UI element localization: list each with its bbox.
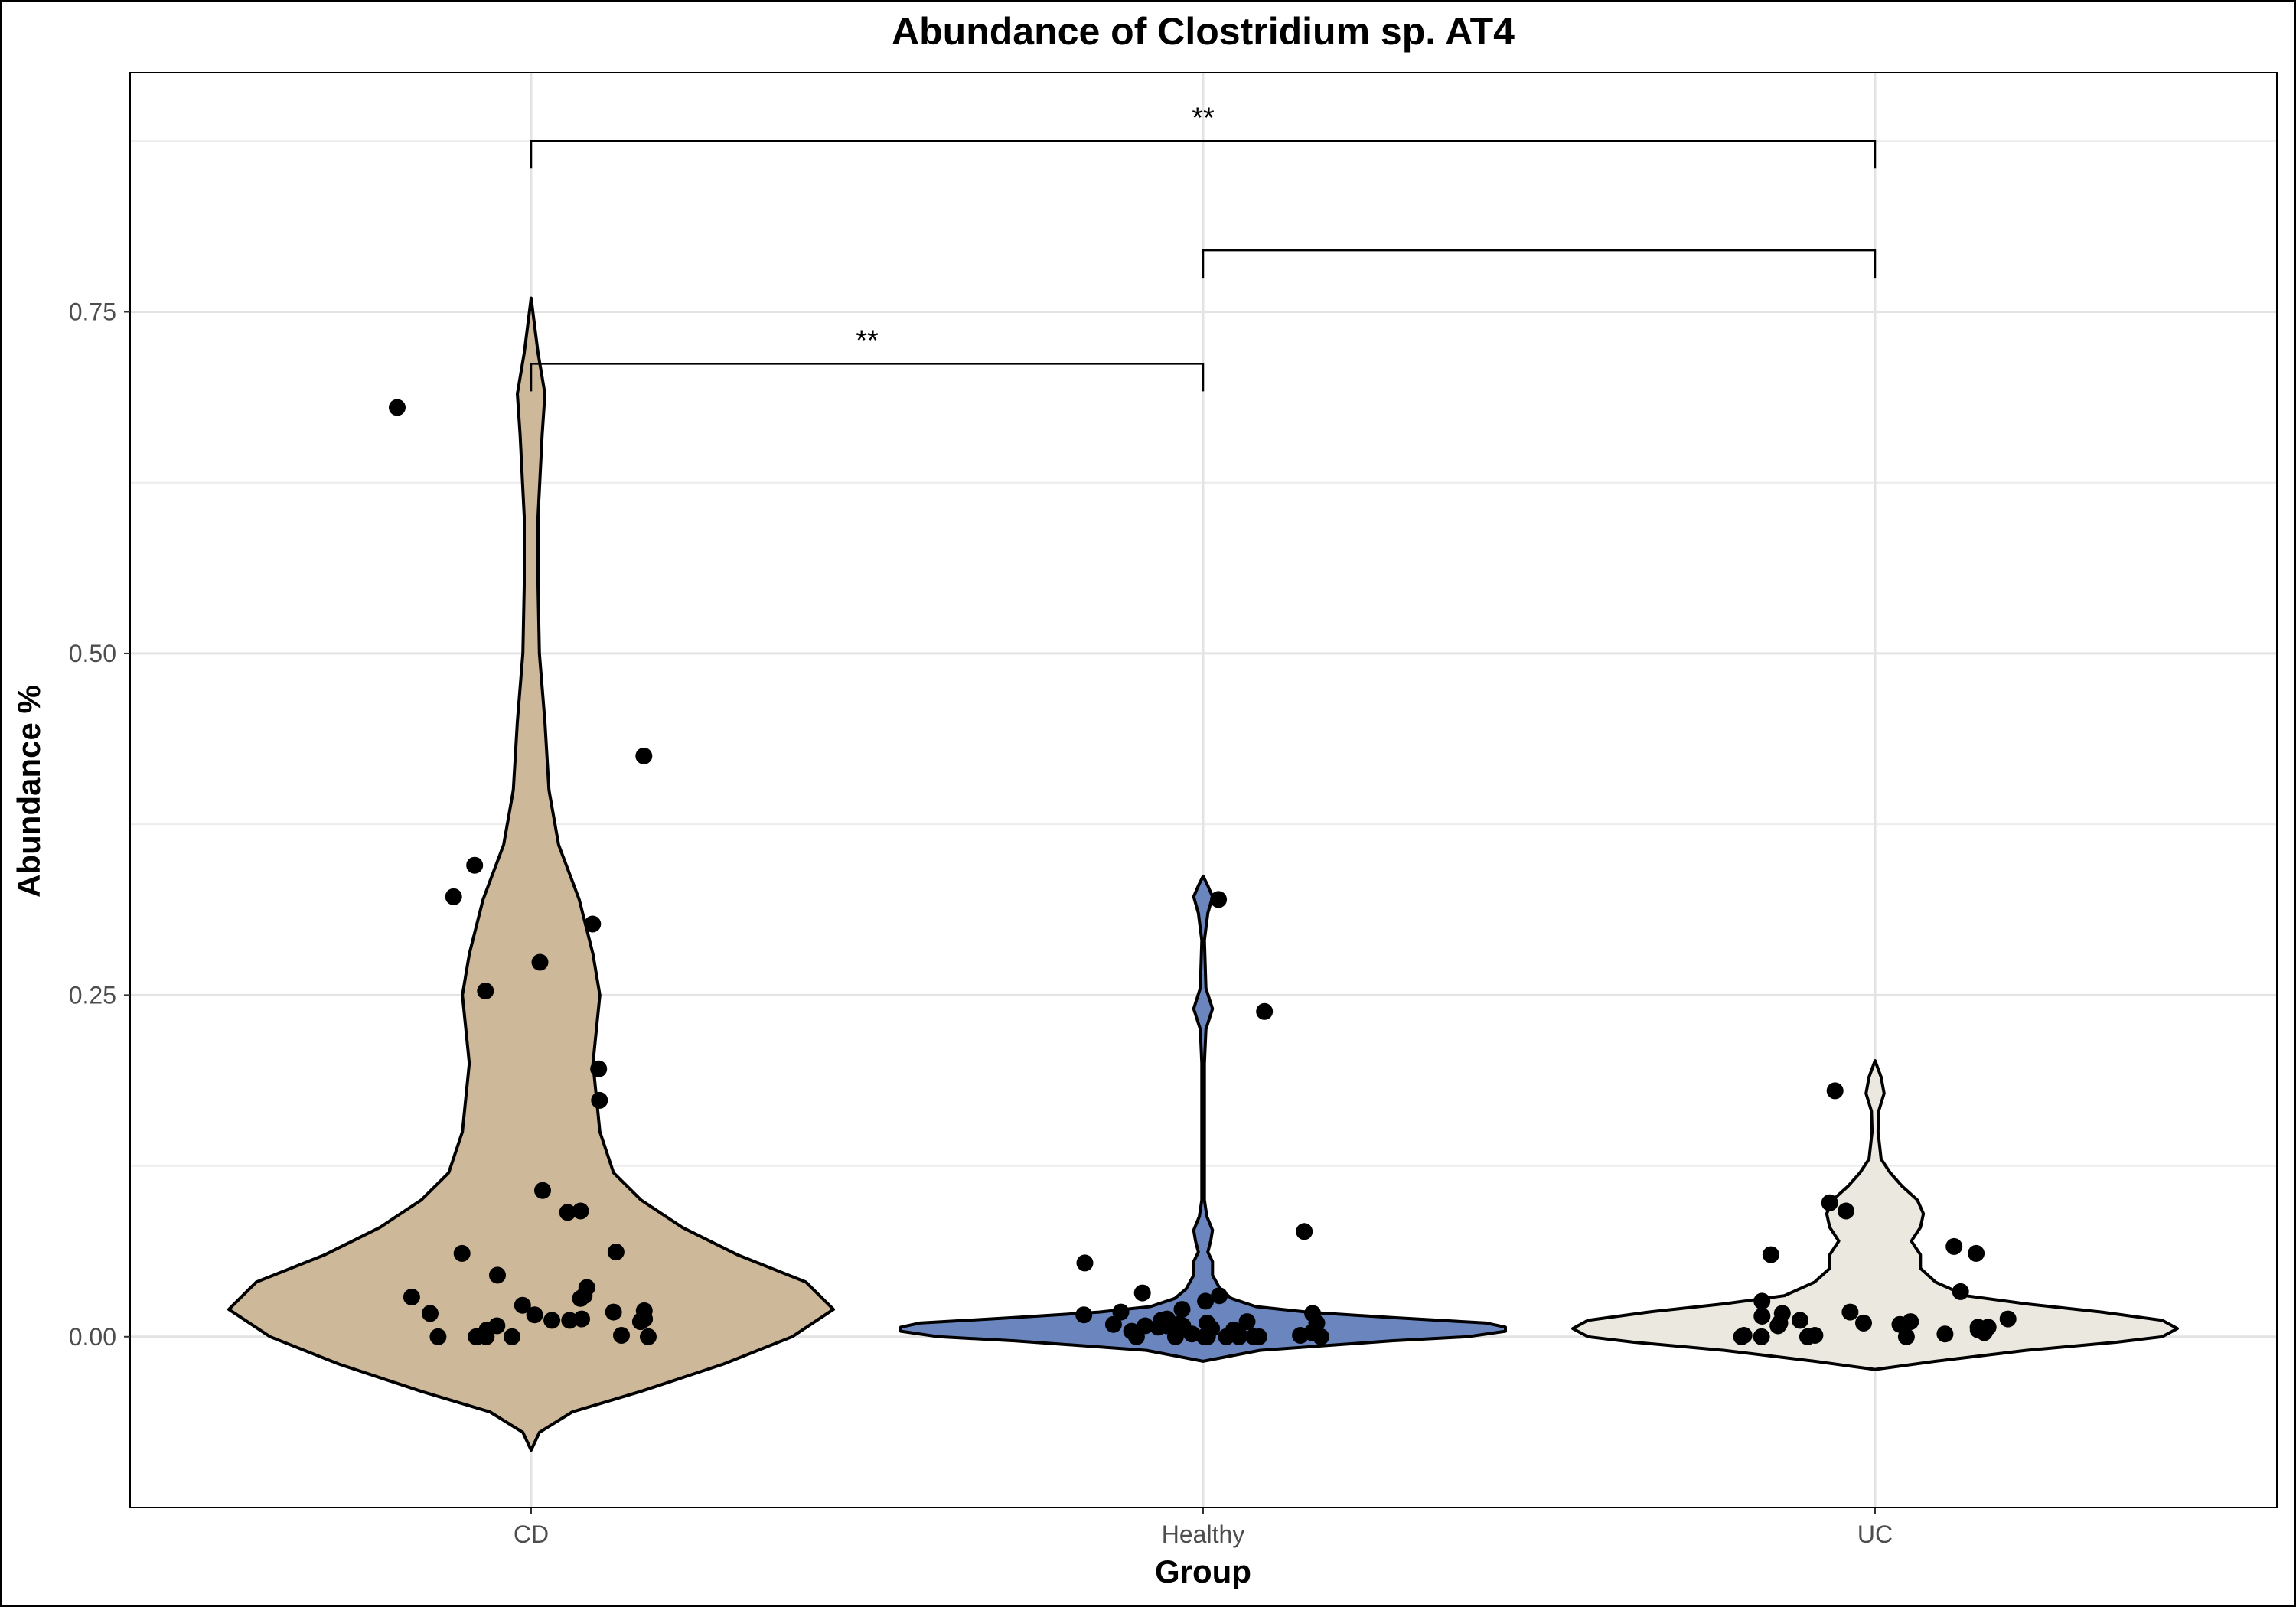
data-point	[1210, 891, 1228, 908]
data-point	[1256, 1002, 1274, 1020]
data-point	[504, 1328, 520, 1345]
data-point	[1753, 1308, 1771, 1325]
data-point	[584, 915, 602, 933]
data-point	[1799, 1328, 1816, 1345]
significance-bracket	[1202, 249, 1877, 279]
data-point	[561, 1312, 579, 1329]
data-point	[1166, 1328, 1184, 1345]
data-point	[1762, 1246, 1779, 1263]
data-point	[572, 1289, 589, 1307]
data-point	[1999, 1310, 2017, 1328]
significance-bracket	[530, 140, 1877, 169]
data-point	[1855, 1314, 1872, 1332]
data-point	[1250, 1328, 1267, 1345]
data-points	[389, 399, 2017, 1345]
data-point	[1211, 1287, 1228, 1305]
x-tick-label: CD	[514, 1521, 549, 1548]
data-point	[1975, 1324, 1993, 1341]
y-tick-label: 0.50	[69, 640, 116, 667]
data-point	[534, 1182, 551, 1199]
data-point	[1104, 1315, 1122, 1333]
data-point	[468, 1328, 485, 1345]
data-point	[1936, 1325, 1954, 1343]
data-point	[514, 1296, 531, 1314]
data-point	[453, 1244, 471, 1262]
data-point	[445, 888, 462, 905]
data-point	[422, 1305, 439, 1322]
data-point	[1112, 1303, 1130, 1321]
data-point	[1753, 1328, 1770, 1345]
data-point	[531, 953, 549, 971]
data-point	[635, 747, 653, 764]
data-point	[1769, 1317, 1787, 1335]
data-point	[591, 1091, 608, 1109]
data-point	[1312, 1328, 1329, 1345]
data-point	[389, 399, 406, 416]
data-point	[1952, 1283, 1969, 1300]
x-tick-label: Healthy	[1162, 1521, 1245, 1548]
data-point	[403, 1289, 420, 1305]
data-point	[543, 1312, 561, 1329]
data-point	[429, 1328, 447, 1345]
significance-label: **	[856, 324, 879, 357]
data-point	[1838, 1202, 1854, 1220]
data-point	[1183, 1325, 1201, 1343]
data-point	[1075, 1306, 1093, 1324]
data-point	[1197, 1292, 1215, 1310]
data-point	[1150, 1319, 1167, 1336]
data-point	[631, 1313, 649, 1331]
data-point	[607, 1244, 625, 1261]
data-point	[1076, 1254, 1094, 1272]
data-point	[1218, 1328, 1235, 1345]
significance-bracket	[530, 363, 1205, 392]
violins	[227, 296, 2179, 1452]
data-point	[605, 1303, 622, 1321]
data-point	[590, 1060, 608, 1077]
data-point	[613, 1327, 630, 1344]
x-axis-ticks: CD Healthy UC	[514, 1508, 1893, 1548]
data-point	[1968, 1244, 1985, 1262]
data-point	[1792, 1312, 1808, 1329]
data-point	[1292, 1327, 1309, 1344]
data-point	[466, 856, 484, 874]
data-point	[1127, 1328, 1145, 1345]
data-point	[1733, 1328, 1750, 1345]
data-point	[1195, 1328, 1213, 1345]
data-point	[1296, 1223, 1313, 1240]
data-point	[1133, 1284, 1151, 1302]
data-point	[1821, 1194, 1838, 1211]
x-tick-label: UC	[1857, 1521, 1893, 1548]
significance-brackets: ** **	[530, 102, 1877, 392]
violin-uc	[1571, 1059, 2179, 1371]
significance-label: **	[1192, 102, 1215, 134]
violin-healthy	[899, 875, 1507, 1363]
chart-title: Abundance of Clostridium sp. AT4	[892, 10, 1515, 53]
data-point	[572, 1202, 589, 1220]
data-point	[477, 983, 494, 999]
data-point	[1945, 1237, 1963, 1255]
data-point	[1826, 1082, 1844, 1100]
data-point	[1841, 1303, 1859, 1321]
y-axis-ticks: 0.00 0.25 0.50 0.75	[69, 298, 130, 1351]
data-point	[640, 1328, 657, 1345]
x-axis-title: Group	[1155, 1553, 1251, 1589]
data-point	[1897, 1328, 1915, 1345]
data-point	[489, 1266, 506, 1284]
data-point	[559, 1204, 576, 1221]
data-point	[1753, 1292, 1771, 1310]
y-tick-label: 0.75	[69, 298, 116, 326]
data-point	[1238, 1313, 1256, 1331]
data-point	[1231, 1328, 1247, 1345]
y-tick-label: 0.00	[69, 1323, 116, 1351]
y-tick-label: 0.25	[69, 981, 116, 1009]
data-point	[526, 1306, 543, 1324]
data-point	[1173, 1301, 1191, 1319]
violin-cd	[227, 296, 835, 1452]
y-axis-title: Abundance %	[11, 685, 47, 898]
